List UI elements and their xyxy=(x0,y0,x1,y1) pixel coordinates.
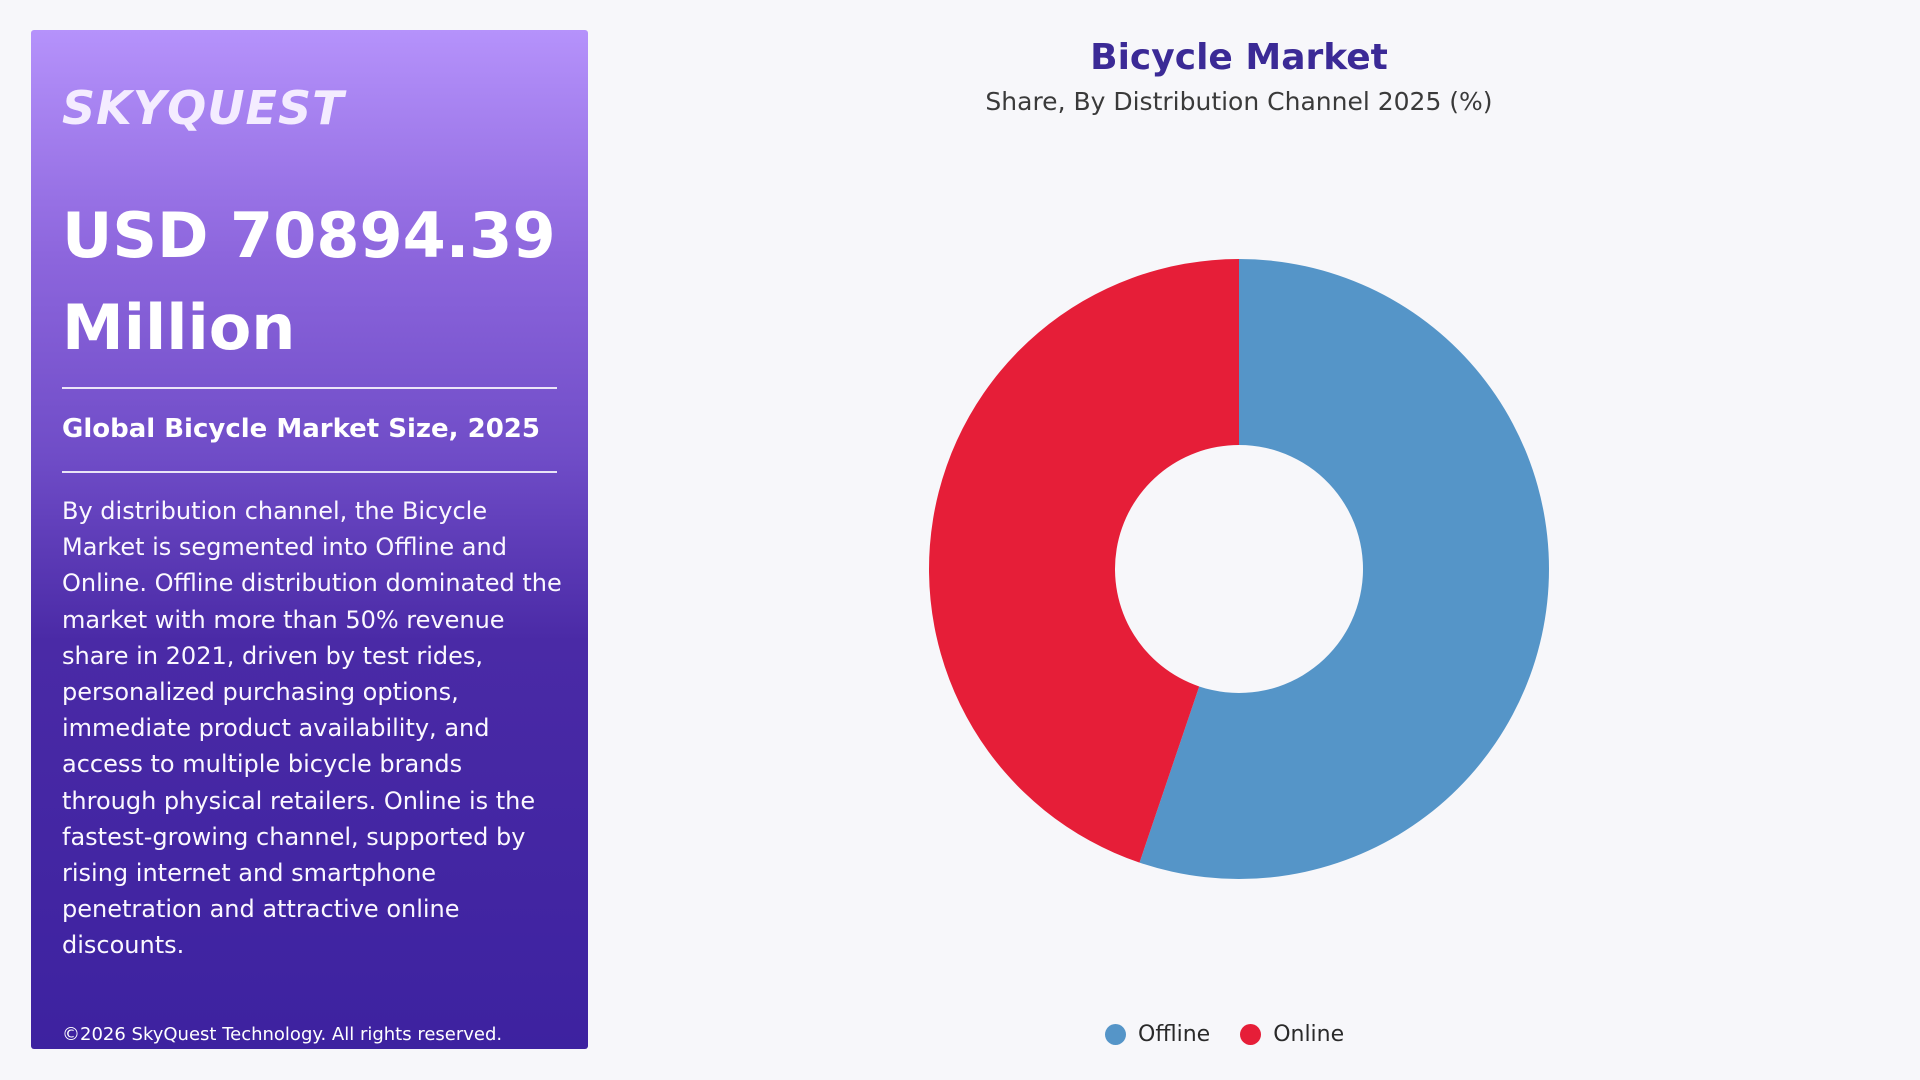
copyright-notice: ©2026 SkyQuest Technology. All rights re… xyxy=(62,1024,503,1045)
chart-subtitle: Share, By Distribution Channel 2025 (%) xyxy=(985,87,1493,116)
legend-label-online: Online xyxy=(1273,1021,1345,1047)
legend-label-offline: Offline xyxy=(1138,1021,1211,1047)
chart-title: Bicycle Market xyxy=(1090,37,1388,78)
donut-slice-online xyxy=(929,259,1239,863)
market-size-subheading: Global Bicycle Market Size, 2025 xyxy=(62,414,540,444)
divider-bottom xyxy=(62,471,557,473)
skyquest-logo: SKYQUEST xyxy=(62,81,345,135)
donut-slice-offline xyxy=(1139,259,1550,879)
legend-swatch-online xyxy=(1240,1023,1262,1045)
legend-swatch-offline xyxy=(1105,1023,1126,1045)
chart-legend: Offline Online xyxy=(1105,1018,1374,1050)
legend-item-offline: Offline xyxy=(1105,1022,1210,1047)
segment-description: By distribution channel, the Bicycle Mar… xyxy=(62,497,562,960)
divider-top xyxy=(62,387,557,389)
info-panel: SKYQUEST USD 70894.39 Million Global Bic… xyxy=(31,30,588,1049)
legend-item-online: Online xyxy=(1240,1022,1344,1047)
market-size-headline: USD 70894.39 Million xyxy=(62,199,556,364)
